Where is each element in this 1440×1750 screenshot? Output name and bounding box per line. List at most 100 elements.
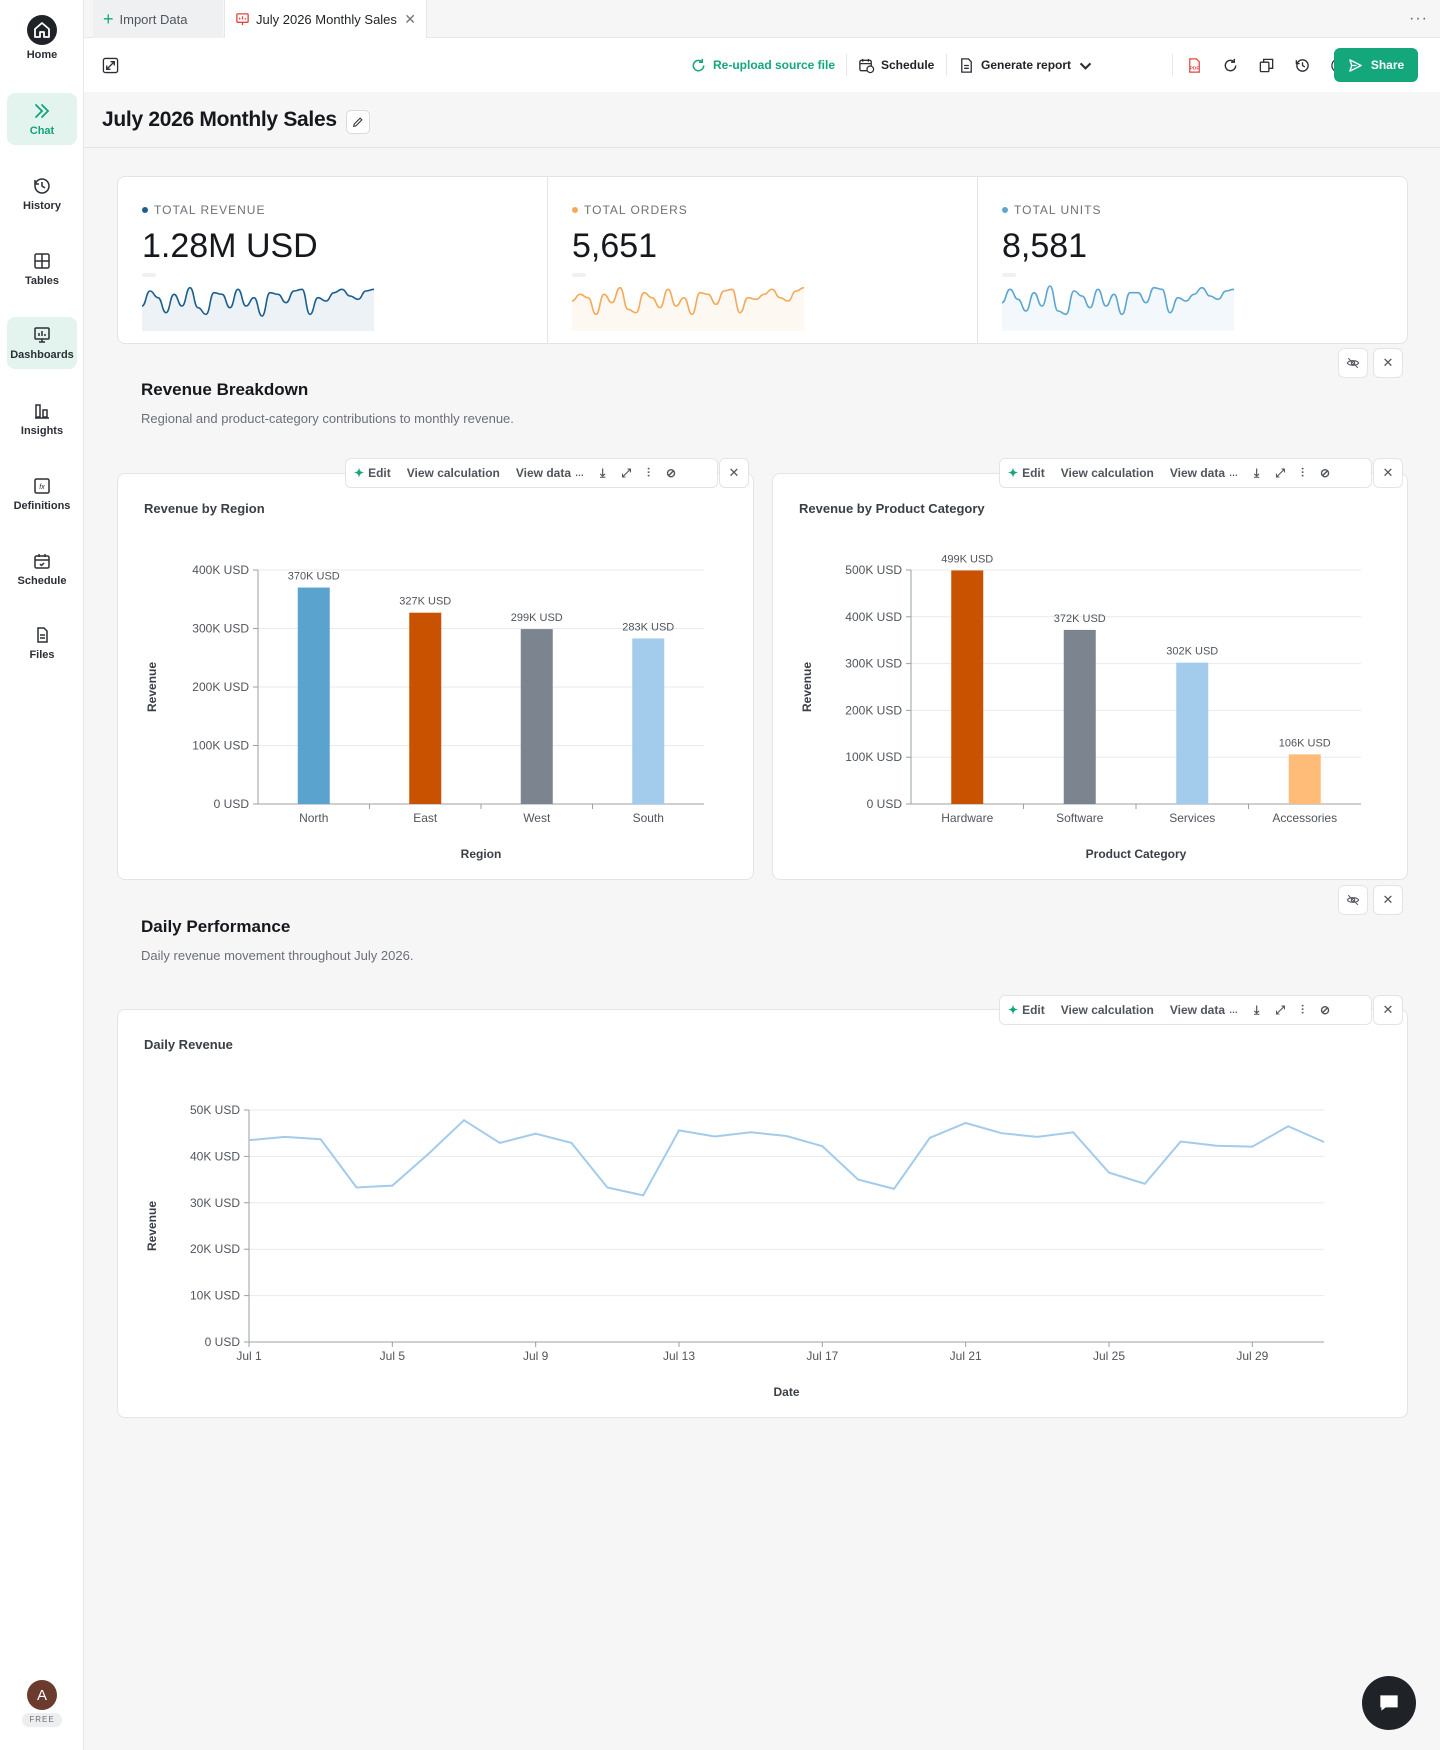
remove-section-button[interactable]: ✕ (1373, 348, 1403, 378)
close-tab-icon[interactable]: ✕ (404, 11, 416, 27)
data-point (1143, 1182, 1146, 1185)
chat-launcher-button[interactable] (1362, 1676, 1416, 1730)
sidebar-item-definitions[interactable]: fx Definitions (7, 468, 77, 520)
download-icon[interactable]: ⤓ (1254, 465, 1260, 480)
sidebar-item-tables[interactable]: Tables (7, 243, 77, 295)
hide-section-button[interactable] (1338, 348, 1368, 378)
x-tick-label: Jul 21 (950, 1349, 982, 1363)
x-tick-label: Jul 13 (663, 1349, 695, 1363)
sidebar-item-label: Definitions (13, 500, 71, 512)
schedule-button[interactable]: Schedule (858, 52, 934, 78)
chart-title: Revenue by Region (144, 501, 265, 516)
edit-title-button[interactable] (346, 110, 370, 134)
y-tick-label: 200K USD (192, 680, 249, 694)
fullscreen-icon[interactable]: ⤢ (1275, 465, 1285, 480)
expand-button[interactable] (102, 52, 119, 78)
edit-chart-button[interactable]: ✦ Edit (1008, 466, 1045, 480)
data-point (678, 1129, 681, 1132)
expand-icon (102, 57, 119, 73)
view-data-button[interactable]: View data… (516, 466, 584, 480)
x-tick-label: Jul 17 (806, 1349, 838, 1363)
fullscreen-icon[interactable]: ⤢ (621, 465, 631, 480)
remove-chart-button[interactable]: ✕ (719, 458, 749, 488)
insights-icon (35, 404, 49, 419)
toolbar-divider (846, 54, 847, 76)
kpi-total-units[interactable]: TOTAL UNITS 8,581 (978, 177, 1407, 343)
download-icon[interactable]: ⤓ (600, 465, 606, 480)
sidebar-item-files[interactable]: Files (7, 617, 77, 669)
share-button[interactable]: Share (1334, 48, 1418, 82)
bar (951, 570, 984, 804)
remove-chart-button[interactable]: ✕ (1373, 458, 1403, 488)
x-tick-label: Software (1056, 811, 1104, 825)
download-icon[interactable]: ⤓ (1254, 1002, 1260, 1017)
sidebar-item-label: Chat (29, 125, 55, 137)
presentation-icon (236, 13, 249, 26)
view-data-button[interactable]: View data… (1170, 466, 1238, 480)
refresh-button[interactable] (1222, 52, 1239, 78)
chart-toolbar: ✦ Edit View calculation View data… ⤓ ⤢ ⫶ … (999, 458, 1372, 488)
eye-off-icon[interactable]: ⊘ (665, 466, 677, 480)
schedule-label: Schedule (881, 58, 935, 72)
bar-value-label: 299K USD (511, 612, 563, 624)
chart-toolbar: ✦ Edit View calculation View data… ⤓ ⤢ ⫶ … (345, 458, 718, 488)
data-point (1108, 1171, 1111, 1174)
edit-label: Edit (368, 466, 391, 480)
x-tick-label: North (299, 811, 328, 825)
edit-chart-button[interactable]: ✦ Edit (354, 466, 391, 480)
sidebar-item-home[interactable]: Home (7, 12, 77, 64)
eye-off-icon[interactable]: ⊘ (1319, 466, 1331, 480)
x-tick-label: East (413, 811, 438, 825)
y-tick-label: 40K USD (190, 1149, 240, 1163)
page-title: July 2026 Monthly Sales (102, 108, 337, 131)
data-point (1215, 1144, 1218, 1147)
fullscreen-icon[interactable]: ⤢ (1275, 1002, 1285, 1017)
data-point (1251, 1145, 1254, 1148)
sidebar-item-dashboards[interactable]: Dashboards (7, 317, 77, 369)
sidebar-item-chat[interactable]: Chat (7, 93, 77, 145)
view-calculation-button[interactable]: View calculation (1060, 1003, 1154, 1017)
copy-icon (1259, 58, 1274, 72)
x-tick-label: Hardware (941, 811, 993, 825)
export-pdf-button[interactable]: PDF (1186, 52, 1203, 78)
sliders-icon[interactable]: ⫶ (646, 465, 650, 480)
y-tick-label: 300K USD (192, 622, 249, 636)
sidebar-item-insights[interactable]: Insights (7, 393, 77, 445)
version-history-button[interactable] (1294, 52, 1311, 78)
sidebar-item-label: Dashboards (10, 349, 74, 361)
chevrons-right-icon (35, 104, 50, 118)
generate-report-button[interactable]: Generate report (958, 52, 1094, 78)
sliders-icon[interactable]: ⫶ (1300, 465, 1304, 480)
kpi-trend-placeholder (142, 273, 156, 277)
avatar[interactable]: A (27, 1680, 57, 1710)
sidebar-item-history[interactable]: History (7, 168, 77, 220)
tab-import-data[interactable]: + Import Data (93, 0, 223, 38)
duplicate-button[interactable] (1258, 52, 1275, 78)
close-icon: ✕ (1382, 465, 1394, 480)
hide-section-button[interactable] (1338, 885, 1368, 915)
eye-off-icon[interactable]: ⊘ (1319, 1003, 1331, 1017)
edit-chart-button[interactable]: ✦ Edit (1008, 1003, 1045, 1017)
sidebar-item-schedule[interactable]: Schedule (7, 543, 77, 595)
y-tick-label: 500K USD (845, 563, 902, 577)
data-point (964, 1121, 967, 1124)
view-data-button[interactable]: View data… (1170, 1003, 1238, 1017)
bar-value-label: 372K USD (1054, 613, 1106, 625)
x-tick-label: Jul 25 (1093, 1349, 1125, 1363)
view-calculation-button[interactable]: View calculation (406, 466, 500, 480)
eye-off-icon (1346, 894, 1360, 906)
tab-monthly-sales[interactable]: July 2026 Monthly Sales ✕ (224, 0, 427, 39)
more-options-icon[interactable]: ··· (1409, 10, 1428, 27)
data-point (355, 1186, 358, 1189)
reupload-button[interactable]: Re-upload source file (690, 52, 835, 78)
kpi-total-orders[interactable]: TOTAL ORDERS 5,651 (548, 177, 978, 343)
remove-chart-button[interactable]: ✕ (1373, 995, 1403, 1025)
kpi-label-text: TOTAL ORDERS (584, 203, 688, 217)
section-title: Revenue Breakdown (141, 380, 309, 399)
sidebar-item-label: Insights (20, 425, 64, 437)
kpi-total-revenue[interactable]: TOTAL REVENUE 1.28M USD (118, 177, 548, 343)
view-calculation-button[interactable]: View calculation (1060, 466, 1154, 480)
remove-section-button[interactable]: ✕ (1373, 885, 1403, 915)
sliders-icon[interactable]: ⫶ (1300, 1002, 1304, 1017)
table-icon (34, 253, 50, 269)
